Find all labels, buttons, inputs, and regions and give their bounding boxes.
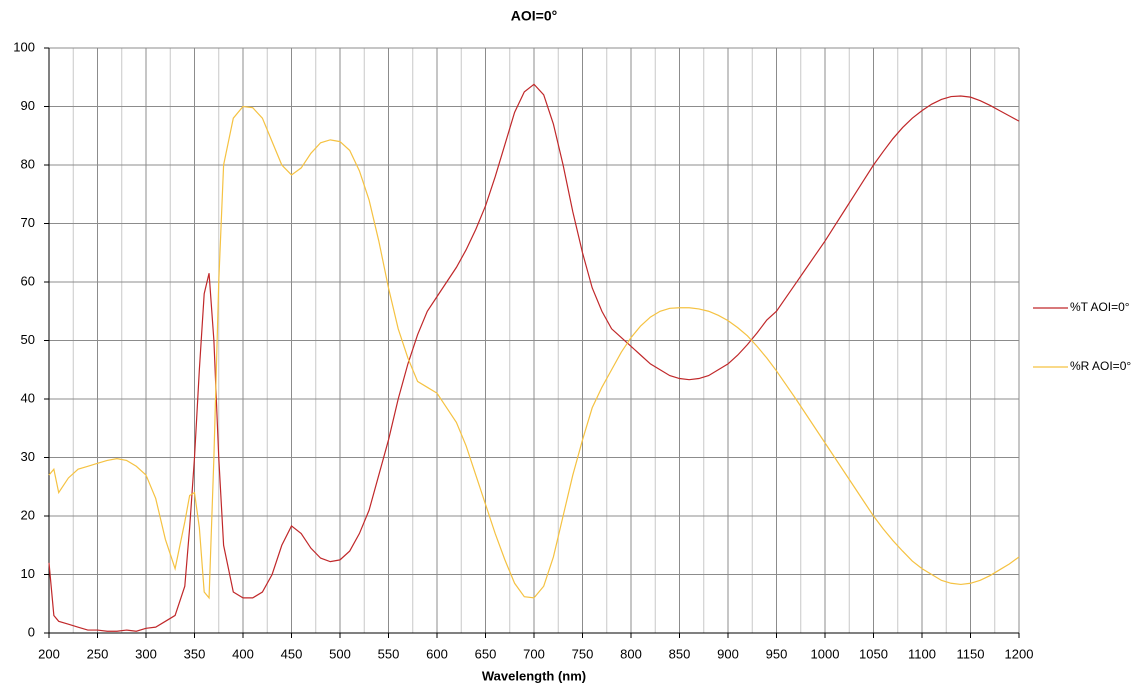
x-tick-label: 650 <box>475 646 497 661</box>
x-tick-label: 700 <box>523 646 545 661</box>
x-axis-label: Wavelength (nm) <box>482 668 586 683</box>
x-tick-label: 1100 <box>908 646 936 661</box>
y-tick-label: 50 <box>21 332 35 347</box>
x-tick-label: 1150 <box>957 646 985 661</box>
series-line <box>48 83 1020 632</box>
series-line <box>48 105 1020 600</box>
x-tick-label: 200 <box>38 646 60 661</box>
y-tick-label: 0 <box>28 624 35 639</box>
x-tick-label: 600 <box>426 646 448 661</box>
x-tick-label: 550 <box>378 646 400 661</box>
x-tick-label: 500 <box>329 646 351 661</box>
y-tick-label: 20 <box>21 507 35 522</box>
x-tick-label: 300 <box>135 646 157 661</box>
x-tick-label: 1200 <box>1005 646 1034 661</box>
x-tick-label: 900 <box>717 646 739 661</box>
x-tick-label: 1000 <box>811 646 840 661</box>
y-tick-label: 60 <box>21 273 35 288</box>
legend-label: %T AOI=0° <box>1070 300 1130 314</box>
y-tick-label: 30 <box>21 449 35 464</box>
y-tick-label: 40 <box>21 390 35 405</box>
x-tick-label: 850 <box>669 646 691 661</box>
x-tick-label: 250 <box>87 646 109 661</box>
y-tick-label: 80 <box>21 156 35 171</box>
x-tick-label: 800 <box>620 646 642 661</box>
y-tick-label: 10 <box>21 566 35 581</box>
x-tick-label: 1050 <box>859 646 888 661</box>
x-tick-label: 350 <box>184 646 206 661</box>
y-tick-label: 90 <box>21 98 35 113</box>
y-tick-label: 100 <box>13 39 35 54</box>
legend-label: %R AOI=0° <box>1070 359 1131 373</box>
y-tick-label: 70 <box>21 215 35 230</box>
x-tick-label: 400 <box>232 646 254 661</box>
x-tick-label: 450 <box>281 646 303 661</box>
chart-title: AOI=0° <box>511 8 557 24</box>
x-tick-label: 750 <box>572 646 594 661</box>
x-tick-label: 950 <box>766 646 788 661</box>
